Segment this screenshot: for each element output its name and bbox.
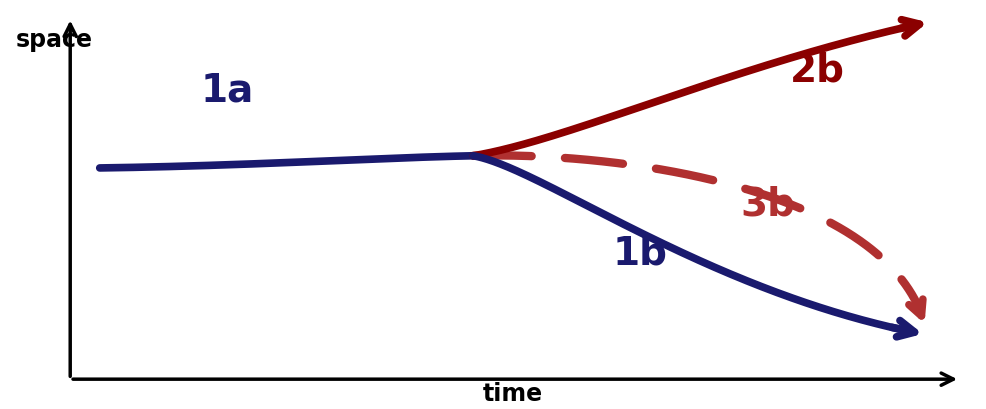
Text: 1b: 1b — [613, 234, 668, 272]
Text: 1a: 1a — [201, 72, 254, 110]
Text: 3b: 3b — [740, 186, 796, 223]
Text: 2b: 2b — [790, 52, 845, 90]
Text: time: time — [482, 382, 542, 406]
Text: space: space — [16, 28, 93, 52]
